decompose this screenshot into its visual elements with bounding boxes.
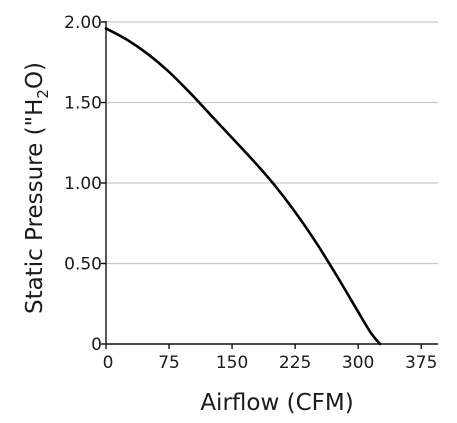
- axes: [101, 21, 438, 349]
- series-line-0: [104, 27, 382, 346]
- x-tick-labels: 0 75 150 225 300 375: [103, 353, 438, 373]
- x-axis-title: Airflow (CFM): [200, 390, 353, 416]
- y-tick-label-3: 1.50: [64, 94, 102, 114]
- x-tick-label-0: 0: [103, 353, 114, 373]
- y-tick-labels: 0 0.50 1.00 1.50 2.00: [64, 13, 102, 355]
- x-tick-label-4: 300: [342, 353, 374, 373]
- y-axis-title-main: Static Pressure ("H: [22, 99, 48, 314]
- series-lines: [104, 27, 382, 346]
- y-axis-title: Static Pressure ("H2O): [22, 62, 52, 314]
- x-tick-label-3: 225: [279, 353, 311, 373]
- y-tick-label-0: 0: [91, 335, 102, 355]
- y-axis-title-suffix: O): [22, 62, 48, 89]
- y-tick-label-1: 0.50: [64, 255, 102, 275]
- y-tick-label-2: 1.00: [64, 174, 102, 194]
- x-tick-label-5: 375: [405, 353, 437, 373]
- x-tick-label-1: 75: [158, 353, 180, 373]
- x-tick-label-2: 150: [216, 353, 248, 373]
- y-axis-title-subscript: 2: [34, 89, 52, 99]
- y-tick-label-4: 2.00: [64, 13, 102, 33]
- grid-lines: [106, 21, 438, 265]
